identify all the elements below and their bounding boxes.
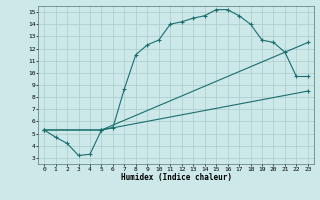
X-axis label: Humidex (Indice chaleur): Humidex (Indice chaleur) [121,173,231,182]
